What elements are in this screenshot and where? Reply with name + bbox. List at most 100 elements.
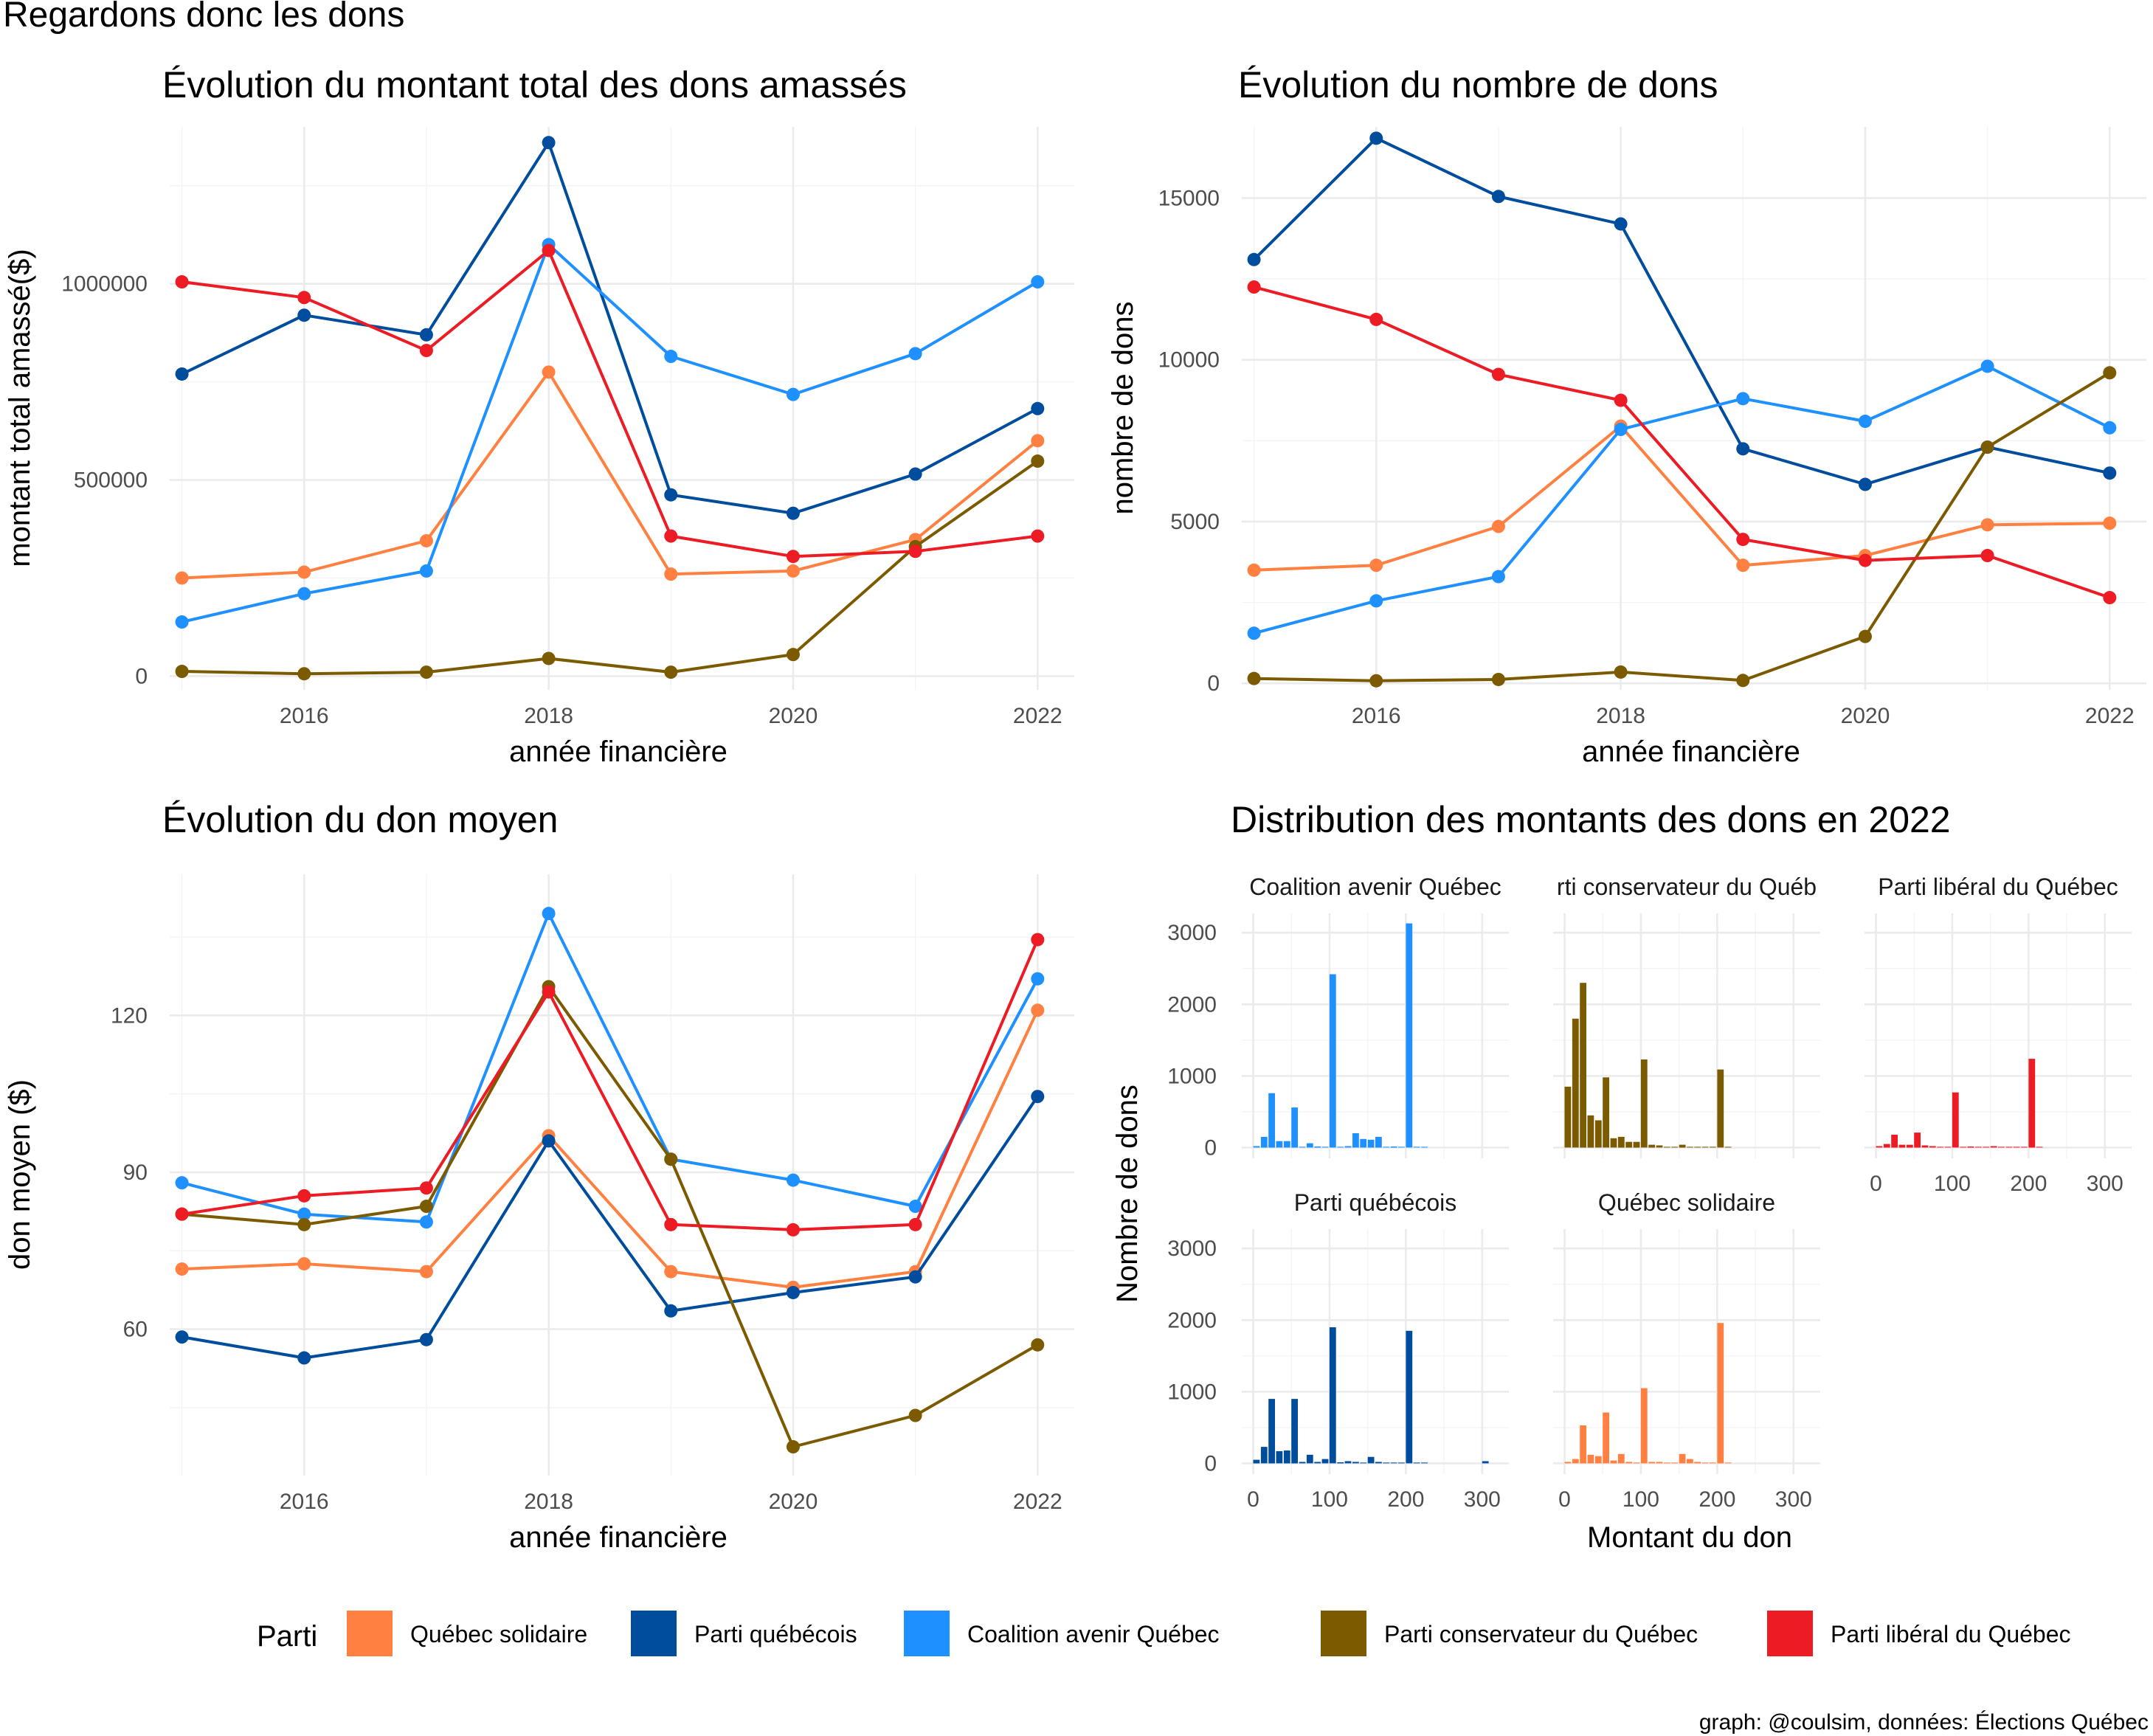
data-point <box>1736 674 1750 688</box>
histogram-bar <box>1260 1136 1268 1148</box>
histogram-bar <box>1572 1459 1579 1464</box>
histogram-bar <box>1633 1141 1640 1148</box>
histogram-bar <box>1360 1462 1367 1464</box>
histogram-bar <box>1679 1453 1686 1464</box>
histogram-bar <box>1929 1146 1936 1148</box>
panel-title-mean: Évolution du don moyen <box>162 799 558 840</box>
data-point <box>542 136 556 150</box>
main-title: Regardons donc les dons <box>3 0 404 35</box>
chart-count: 0 5000 10000 15000 2016 2018 2020 2022 année fin… <box>1107 127 2146 768</box>
legend-label: Coalition avenir Québec <box>967 1621 1220 1647</box>
data-point <box>542 243 556 257</box>
data-point <box>664 1152 678 1166</box>
data-point <box>1980 440 1994 454</box>
series-parti-quebecois <box>175 136 1045 520</box>
data-point <box>1247 280 1261 294</box>
x-tick-label: 300 <box>1775 1487 1812 1512</box>
histogram-bar <box>1610 1460 1617 1464</box>
data-point <box>1031 401 1045 415</box>
histogram-bar <box>1648 1462 1656 1464</box>
data-point <box>664 665 678 679</box>
x-tick-label: 0 <box>1558 1487 1571 1512</box>
data-point <box>1031 454 1045 468</box>
legend-swatch <box>1767 1611 1813 1656</box>
data-point <box>1031 1003 1045 1017</box>
data-point <box>1736 533 1750 547</box>
data-point <box>786 1173 800 1187</box>
data-point <box>908 1408 922 1422</box>
histogram-bar <box>1360 1138 1367 1148</box>
data-point <box>2103 421 2117 435</box>
data-point <box>1247 671 1261 685</box>
data-point <box>1980 518 1994 532</box>
facet-parti-quebecois: Parti québécois 0 1000 2000 3000 0 100 200 300 <box>1167 1189 1509 1512</box>
legend-swatch <box>347 1611 393 1656</box>
x-tick-label: 200 <box>2010 1172 2047 1196</box>
x-axis-title: Montant du don <box>1587 1521 1792 1554</box>
data-point <box>786 1223 800 1237</box>
data-point <box>297 1351 311 1365</box>
x-tick-label: 300 <box>2087 1172 2123 1196</box>
facet-coalition-avenir-quebec: Coalition avenir Québec 0 1000 2000 3000 <box>1167 874 1509 1160</box>
histogram-bar <box>1421 1462 1428 1464</box>
y-tick-label: 3000 <box>1167 1237 1217 1261</box>
histogram-bar <box>1898 1144 1906 1148</box>
series-line <box>181 141 1039 515</box>
data-point <box>1031 933 1045 947</box>
x-tick-label: 300 <box>1464 1487 1501 1512</box>
histogram-bar <box>1314 1462 1321 1464</box>
x-tick-label: 100 <box>1934 1172 1971 1196</box>
data-point <box>1858 477 1872 491</box>
y-tick-label: 5000 <box>1170 510 1220 534</box>
facet-parti-conservateur-du-quebec: rti conservateur du Québ <box>1553 874 1820 1158</box>
data-point <box>1369 559 1383 573</box>
x-axis-title: année financière <box>509 1521 728 1554</box>
gridlines <box>170 127 1074 690</box>
legend-label: Québec solidaire <box>410 1621 587 1647</box>
histogram-bar <box>1406 1330 1413 1464</box>
data-point <box>786 648 800 662</box>
histogram-bar <box>1375 1136 1382 1148</box>
histogram-bar <box>1717 1069 1724 1148</box>
data-point <box>1369 594 1383 608</box>
y-tick-label: 2000 <box>1167 1308 1217 1332</box>
data-point <box>1031 1338 1045 1352</box>
data-point <box>908 1200 922 1214</box>
data-point <box>419 564 433 578</box>
data-point <box>175 665 189 679</box>
x-tick-label: 2018 <box>524 1490 573 1514</box>
x-tick-label: 200 <box>1698 1487 1735 1512</box>
legend-item-parti-quebecois: Parti québécois <box>631 1611 857 1656</box>
series-coalition-avenir-quebec <box>175 238 1045 629</box>
data-point <box>1980 549 1994 563</box>
data-point <box>664 529 678 543</box>
y-tick-label: 0 <box>1204 1135 1217 1160</box>
histogram-bar <box>1306 1454 1313 1464</box>
histogram-bar <box>1344 1461 1352 1464</box>
histogram-bar <box>1587 1115 1594 1148</box>
data-point <box>297 1217 311 1231</box>
data-point <box>1614 217 1628 231</box>
panel-title-dist: Distribution des montants des dons en 20… <box>1231 799 1951 840</box>
histogram-bar <box>1603 1077 1609 1148</box>
histogram-bar <box>1352 1133 1359 1148</box>
data-point <box>908 1217 922 1231</box>
y-tick-label: 0 <box>135 664 148 688</box>
data-point <box>786 564 800 578</box>
histogram-bar <box>1701 1462 1709 1464</box>
data-point <box>1031 529 1045 543</box>
panel-title-count: Évolution du nombre de dons <box>1238 64 1718 106</box>
data-point <box>1491 570 1505 584</box>
data-point <box>1980 359 1994 373</box>
series-line <box>182 370 1039 580</box>
histogram-bar <box>1283 1141 1290 1148</box>
histogram-bar <box>1344 1146 1352 1148</box>
y-tick-label: 1000 <box>1167 1064 1217 1088</box>
data-point <box>175 1207 189 1221</box>
histogram-bar <box>1306 1143 1313 1148</box>
chart-mean: 60 90 120 2016 2018 2020 2022 année financière d… <box>4 874 1074 1554</box>
histogram-bar <box>1367 1456 1375 1464</box>
histogram-bar <box>1398 1462 1405 1464</box>
data-point <box>664 1217 678 1231</box>
histogram-bar <box>1260 1447 1268 1464</box>
